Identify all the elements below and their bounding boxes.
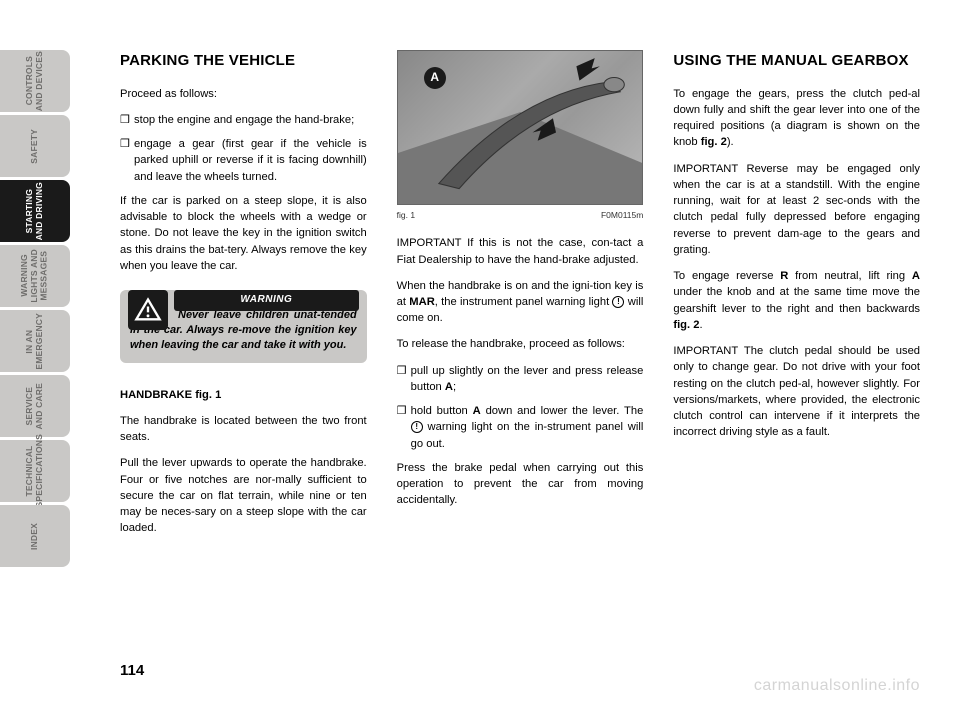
column-3: USING THE MANUAL GEARBOX To engage the g… bbox=[673, 50, 920, 660]
heading-gearbox: USING THE MANUAL GEARBOX bbox=[673, 50, 920, 72]
bullet-text: hold button A down and lower the lever. … bbox=[411, 403, 644, 452]
bullet-mark: ❒ bbox=[120, 136, 134, 185]
figure-caption: fig. 1 F0M0115m bbox=[397, 209, 644, 221]
main-content: PARKING THE VEHICLE Proceed as follows: … bbox=[70, 0, 960, 709]
sidebar-tab[interactable]: SERVICEAND CARE bbox=[0, 375, 70, 437]
sidebar-tab-label: SERVICEAND CARE bbox=[25, 383, 45, 429]
bullet-1: ❒ stop the engine and engage the hand-br… bbox=[120, 112, 367, 128]
sidebar-tab-label: STARTINGAND DRIVING bbox=[25, 182, 45, 240]
text-release-intro: To release the handbrake, proceed as fol… bbox=[397, 336, 644, 352]
text-clutch-important: IMPORTANT The clutch pedal should be use… bbox=[673, 343, 920, 440]
text-important-adjust: IMPORTANT If this is not the case, con-t… bbox=[397, 235, 644, 267]
bullet-text: stop the engine and engage the hand-brak… bbox=[134, 112, 367, 128]
sidebar-tab-label: CONTROLSAND DEVICES bbox=[25, 51, 45, 111]
warning-title: WARNING bbox=[174, 290, 359, 311]
bullet-release-1: ❒ pull up slightly on the lever and pres… bbox=[397, 363, 644, 395]
sidebar-tab[interactable]: IN ANEMERGENCY bbox=[0, 310, 70, 372]
warning-triangle-icon bbox=[128, 290, 168, 330]
sidebar-tab-label: SAFETY bbox=[30, 129, 40, 164]
figure-1-handbrake: A bbox=[397, 50, 644, 205]
text-reverse-important: IMPORTANT Reverse may be engaged only wh… bbox=[673, 161, 920, 258]
text-slope: If the car is parked on a steep slope, i… bbox=[120, 193, 367, 274]
text-hb-operate: Pull the lever upwards to operate the ha… bbox=[120, 455, 367, 536]
text-hb-location: The handbrake is located between the two… bbox=[120, 413, 367, 445]
bullet-mark: ❒ bbox=[397, 363, 411, 395]
sidebar-tab[interactable]: INDEX bbox=[0, 505, 70, 567]
bullet-2: ❒ engage a gear (first gear if the vehic… bbox=[120, 136, 367, 185]
text-warning-light: When the handbrake is on and the igni-ti… bbox=[397, 278, 644, 327]
sidebar-tab-label: INDEX bbox=[30, 523, 40, 550]
text-brake-pedal: Press the brake pedal when carrying out … bbox=[397, 460, 644, 509]
handbrake-warning-icon: ! bbox=[612, 296, 624, 308]
sidebar-tabs: CONTROLSAND DEVICES SAFETY STARTINGAND DRI… bbox=[0, 0, 70, 709]
figure-code: F0M0115m bbox=[601, 209, 643, 221]
bullet-mark: ❒ bbox=[120, 112, 134, 128]
bullet-mark: ❒ bbox=[397, 403, 411, 452]
sidebar-tab-label: WARNINGLIGHTS ANDMESSAGES bbox=[20, 249, 49, 303]
sidebar-tab-label: IN ANEMERGENCY bbox=[25, 313, 45, 370]
sidebar-tab[interactable]: STARTINGAND DRIVING bbox=[0, 180, 70, 242]
text-reverse-engage: To engage reverse R from neutral, lift r… bbox=[673, 268, 920, 333]
text-intro: Proceed as follows: bbox=[120, 86, 367, 102]
subhead-handbrake: HANDBRAKE fig. 1 bbox=[120, 387, 367, 403]
text-engage-gears: To engage the gears, press the clutch pe… bbox=[673, 86, 920, 151]
figure-label-a: A bbox=[424, 67, 446, 89]
sidebar-tab[interactable]: WARNINGLIGHTS ANDMESSAGES bbox=[0, 245, 70, 307]
watermark: carmanualsonline.info bbox=[754, 677, 920, 695]
bullet-release-2: ❒ hold button A down and lower the lever… bbox=[397, 403, 644, 452]
figure-number: fig. 1 bbox=[397, 209, 415, 221]
sidebar-tab[interactable]: CONTROLSAND DEVICES bbox=[0, 50, 70, 112]
bullet-text: pull up slightly on the lever and press … bbox=[411, 363, 644, 395]
sidebar-tab[interactable]: SAFETY bbox=[0, 115, 70, 177]
column-1: PARKING THE VEHICLE Proceed as follows: … bbox=[120, 50, 367, 660]
sidebar-tab[interactable]: TECHNICALSPECIFICATIONS bbox=[0, 440, 70, 502]
bullet-text: engage a gear (first gear if the vehicle… bbox=[134, 136, 367, 185]
handbrake-warning-icon: ! bbox=[411, 421, 423, 433]
warning-box: WARNING Never leave children unat-tended… bbox=[120, 290, 367, 363]
heading-parking: PARKING THE VEHICLE bbox=[120, 50, 367, 72]
column-2: A fig. 1 F0M0115m IMPORTANT If this is n… bbox=[397, 50, 644, 660]
sidebar-tab-label: TECHNICALSPECIFICATIONS bbox=[25, 434, 45, 507]
